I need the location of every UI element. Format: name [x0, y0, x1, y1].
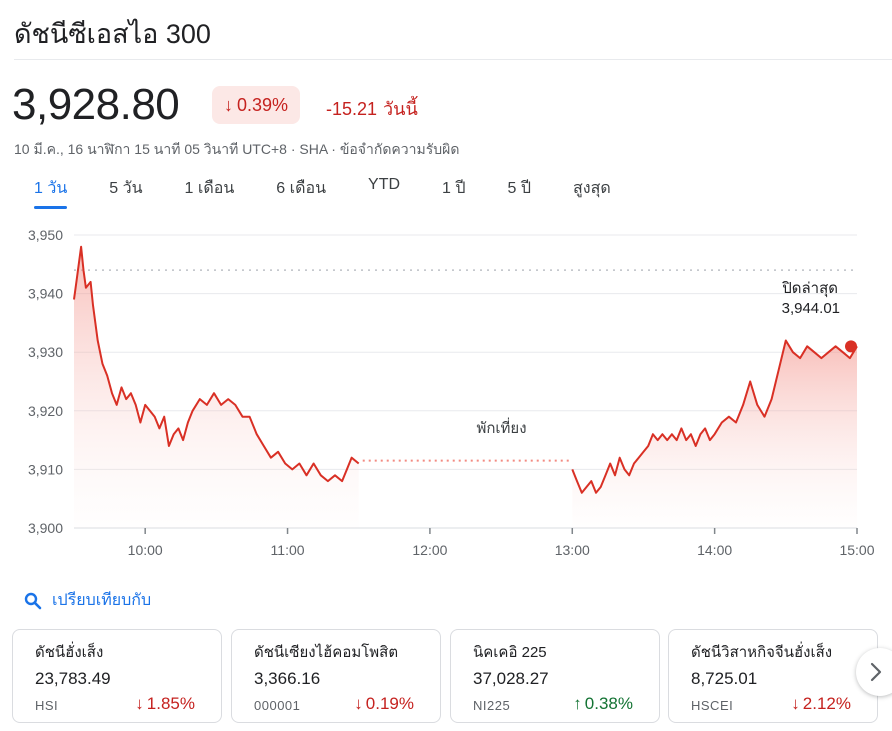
index-value: 8,725.01: [691, 669, 758, 688]
change-percent: 0.39%: [237, 94, 289, 115]
y-tick-label: 3,910: [28, 461, 63, 477]
tab-max[interactable]: สูงสุด: [573, 180, 611, 197]
x-tick-label: 15:00: [839, 542, 874, 558]
index-name: ดัชนีวิสาหกิจจีนฮั่งเส็ง: [691, 644, 833, 661]
page-title: ดัชนีซีเอสไอ 300: [14, 19, 211, 49]
index-value: 23,783.49: [35, 669, 111, 688]
y-tick-label: 3,900: [28, 520, 63, 536]
index-name: ดัชนีเซียงไฮ้คอมโพสิต: [254, 644, 399, 661]
index-code: NI225: [473, 698, 511, 713]
index-name: ดัชนีฮั่งเส็ง: [35, 644, 104, 661]
previous-close-label: ปิดล่าสุด: [781, 280, 838, 298]
tab-1m[interactable]: 1 เดือน: [184, 180, 235, 197]
x-tick-label: 10:00: [128, 542, 163, 558]
change-period: วันนี้: [383, 99, 418, 119]
arrow-up-icon: ↑: [573, 694, 582, 713]
index-code: 000001: [254, 698, 301, 713]
range-tabs: 1 วัน 5 วัน 1 เดือน 6 เดือน YTD 1 ปี 5 ป…: [14, 170, 611, 209]
compare-label: เปรียบเทียบกับ: [52, 592, 152, 609]
index-card-hscei[interactable]: ดัชนีวิสาหกิจจีนฮั่งเส็ง 8,725.01 HSCEI …: [668, 629, 878, 723]
tab-ytd[interactable]: YTD: [368, 176, 401, 193]
arrow-down-icon: ↓: [791, 694, 800, 713]
arrow-down-icon: ↓: [224, 94, 233, 115]
y-tick-label: 3,940: [28, 286, 63, 302]
index-change-value: 2.12%: [802, 694, 851, 713]
x-tick-label: 13:00: [555, 542, 590, 558]
index-change-value: 0.19%: [365, 694, 414, 713]
quote-meta: 10 มี.ค., 16 นาฬิกา 15 นาที 05 วินาที UT…: [14, 141, 460, 157]
compare-button[interactable]: เปรียบเทียบกับ: [24, 588, 151, 613]
current-price: 3,928.80: [12, 80, 180, 129]
index-card-hsi[interactable]: ดัชนีฮั่งเส็ง 23,783.49 HSI ↓ 1.85%: [12, 629, 222, 723]
price-line-afternoon: [571, 339, 858, 494]
index-value: 37,028.27: [473, 669, 549, 688]
price-chart[interactable]: 3,950 3,940 3,930 3,920 3,910 3,900 10:00 11:0…: [0, 215, 892, 575]
price-line-morning: [73, 245, 360, 483]
chevron-right-icon: [870, 662, 882, 682]
search-icon: [24, 592, 42, 609]
index-code: HSI: [35, 698, 59, 713]
tab-1d[interactable]: 1 วัน: [34, 170, 68, 209]
tab-5y[interactable]: 5 ปี: [507, 180, 532, 197]
index-code: HSCEI: [691, 698, 734, 713]
last-price-dot: [845, 340, 857, 353]
y-tick-label: 3,950: [28, 227, 63, 243]
y-tick-label: 3,920: [28, 403, 63, 419]
arrow-down-icon: ↓: [135, 694, 144, 713]
y-tick-label: 3,930: [28, 344, 63, 360]
arrow-down-icon: ↓: [354, 694, 363, 713]
area-fill-morning: [74, 246, 359, 528]
tab-6m[interactable]: 6 เดือน: [276, 180, 327, 197]
index-name: นิคเคอิ 225: [473, 644, 547, 661]
change-value: -15.21: [326, 99, 378, 119]
x-tick-label: 12:00: [412, 542, 447, 558]
tab-1y[interactable]: 1 ปี: [442, 180, 466, 197]
x-tick-label: 14:00: [697, 542, 732, 558]
next-cards-button[interactable]: [856, 648, 892, 696]
index-change: ↑ 0.38%: [573, 694, 633, 714]
x-tick-label: 11:00: [271, 542, 305, 558]
tab-5d[interactable]: 5 วัน: [109, 180, 143, 197]
lunch-break-label: พักเที่ยง: [476, 417, 526, 437]
previous-close-value: 3,944.01: [782, 300, 840, 317]
change-percent-badge: ↓ 0.39%: [212, 86, 301, 124]
index-change-value: 0.38%: [584, 694, 633, 713]
index-card-ni225[interactable]: นิคเคอิ 225 37,028.27 NI225 ↑ 0.38%: [450, 629, 660, 723]
header-divider: [14, 59, 892, 60]
index-card-000001[interactable]: ดัชนีเซียงไฮ้คอมโพสิต 3,366.16 000001 ↓ 0…: [231, 629, 441, 723]
index-change: ↓ 2.12%: [791, 694, 851, 714]
change-absolute: -15.21 วันนี้: [326, 94, 424, 123]
index-change: ↓ 0.19%: [354, 694, 414, 714]
index-value: 3,366.16: [254, 669, 321, 688]
index-change: ↓ 1.85%: [135, 694, 195, 714]
index-change-value: 1.85%: [146, 694, 195, 713]
